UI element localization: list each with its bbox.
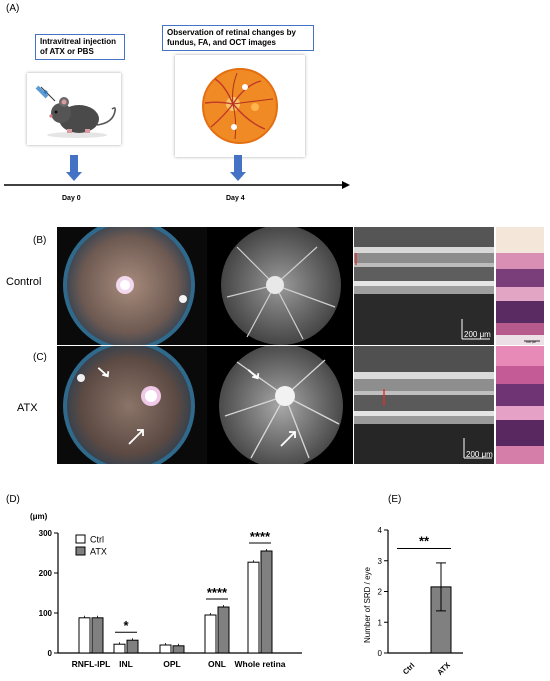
chart-e-category-label: Ctrl: [401, 661, 417, 677]
chart-d-bar-ctrl: [159, 644, 172, 654]
chart-d-legend: Ctrl ATX: [75, 534, 107, 557]
panel-label-b: (B): [33, 235, 47, 246]
atx-fundus-photo: [57, 346, 207, 464]
atx-histology-image: [496, 346, 544, 464]
chart-d-category-label: OPL: [163, 659, 180, 669]
panel-label-a: (A): [6, 3, 20, 14]
chart-e-ytick-label: 1: [378, 618, 383, 627]
chart-d-bar-ctrl: [78, 617, 91, 654]
chart-e-ylabel: Number of SRD / eye: [363, 566, 372, 643]
atx-oct-image: [354, 346, 494, 464]
atx-oct-scale-label: 200 μm: [466, 450, 493, 459]
observation-step-line-2: fundus, FA, and OCT images: [167, 38, 276, 47]
chart-d-category-label: Whole retina: [234, 659, 285, 669]
injection-step-line-2: of ATX or PBS: [40, 47, 94, 56]
control-histology-image: [496, 227, 544, 345]
chart-d-bar-ctrl: [113, 643, 126, 654]
chart-e-ytick-label: 2: [378, 588, 383, 597]
chart-d-bar-ctrl: [204, 614, 217, 654]
observation-step-line-1: Observation of retinal changes by: [167, 28, 296, 37]
control-fa-image: [207, 227, 353, 345]
chart-d-significance-mark: ****: [207, 585, 228, 600]
legend-ctrl-label: Ctrl: [90, 535, 104, 545]
chart-d-bar-ctrl: [247, 561, 260, 654]
chart-d-ylabel: (μm): [30, 512, 48, 521]
chart-e-ytick-label: 4: [378, 526, 383, 535]
atx-row-label: ATX: [17, 402, 38, 414]
chart-d-ytick-label: 100: [39, 609, 53, 618]
chart-d-ytick-label: 300: [39, 529, 53, 538]
day-0-label: Day 0: [62, 195, 81, 202]
timeline-axis: [4, 155, 350, 189]
chart-d-bar-atx: [91, 617, 104, 654]
chart-e-ytick-label: 3: [378, 557, 383, 566]
chart-d-significance-mark: *: [123, 618, 129, 633]
observation-step-box: Observation of retinal changes by fundus…: [162, 25, 314, 51]
control-fundus-photo: [57, 227, 207, 345]
chart-d-category-label: ONL: [208, 659, 226, 669]
control-histology-scale-label: 100 μm: [526, 340, 537, 344]
chart-d-bar-atx: [217, 606, 230, 654]
chart-d-category-label: RNFL-IPL: [72, 659, 111, 669]
chart-d-ytick-label: 0: [48, 649, 53, 658]
panel-d-thickness-chart: (μm) 0 100 200 300 RNFL-IPL INL OPL ONL Whole r…: [30, 512, 302, 669]
panel-label-e: (E): [388, 494, 402, 505]
chart-e-significance-mark: **: [419, 533, 430, 548]
atx-fa-image: [207, 346, 353, 464]
chart-d-ytick-label: 200: [39, 569, 53, 578]
control-oct-image: [354, 227, 494, 345]
control-row-label: Control: [6, 276, 42, 288]
mouse-illustration: [27, 73, 121, 145]
legend-atx-label: ATX: [90, 547, 107, 557]
chart-d-bar-atx: [260, 550, 273, 654]
chart-d-bar-atx: [172, 645, 185, 654]
control-oct-scale-label: 200 μm: [464, 330, 491, 339]
injection-step-box: Intravitreal injection of ATX or PBS: [35, 34, 125, 60]
panel-label-c: (C): [33, 352, 47, 363]
chart-d-bar-atx: [126, 639, 139, 654]
chart-e-ytick-label: 0: [378, 649, 383, 658]
chart-e-category-label: ATX: [435, 660, 452, 677]
legend-ctrl-swatch: [75, 534, 86, 544]
panel-e-srd-chart: Number of SRD / eye 0 1 2 3 4 Ctrl ATX **: [363, 526, 463, 677]
chart-d-category-label: INL: [119, 659, 133, 669]
retina-fundus-illustration: [175, 55, 305, 157]
chart-d-significance-mark: ****: [250, 529, 271, 544]
injection-step-line-1: Intravitreal injection: [40, 37, 117, 46]
day-4-label: Day 4: [226, 195, 245, 202]
legend-atx-swatch: [75, 546, 86, 556]
panel-label-d: (D): [6, 494, 20, 505]
